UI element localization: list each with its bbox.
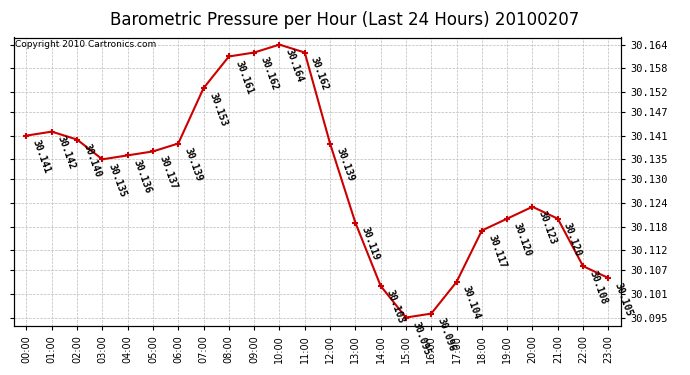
Text: 30.136: 30.136 [132,158,153,195]
Text: 30.104: 30.104 [461,285,482,321]
Text: Copyright 2010 Cartronics.com: Copyright 2010 Cartronics.com [15,40,156,50]
Text: 30.153: 30.153 [208,91,229,128]
Text: 30.120: 30.120 [511,222,533,258]
Text: 30.137: 30.137 [157,154,179,191]
Text: 30.142: 30.142 [56,134,77,171]
Text: 30.135: 30.135 [106,162,128,199]
Text: Barometric Pressure per Hour (Last 24 Hours) 20100207: Barometric Pressure per Hour (Last 24 Ho… [110,11,580,29]
Text: 30.162: 30.162 [258,55,279,92]
Text: 30.139: 30.139 [334,146,355,183]
Text: 30.123: 30.123 [537,210,558,246]
Text: 30.161: 30.161 [233,59,255,96]
Text: 30.139: 30.139 [182,146,204,183]
Text: 30.120: 30.120 [562,222,583,258]
Text: 30.103: 30.103 [385,289,406,325]
Text: 30.141: 30.141 [30,138,52,175]
Text: 30.105: 30.105 [613,281,634,317]
Text: 30.095: 30.095 [410,320,431,357]
Text: 30.162: 30.162 [309,55,331,92]
Text: 30.119: 30.119 [359,225,381,262]
Text: 30.164: 30.164 [284,47,305,84]
Text: 30.140: 30.140 [81,142,103,179]
Text: 30.096: 30.096 [435,316,457,353]
Text: 30.117: 30.117 [486,233,507,270]
Text: 30.108: 30.108 [587,269,609,306]
